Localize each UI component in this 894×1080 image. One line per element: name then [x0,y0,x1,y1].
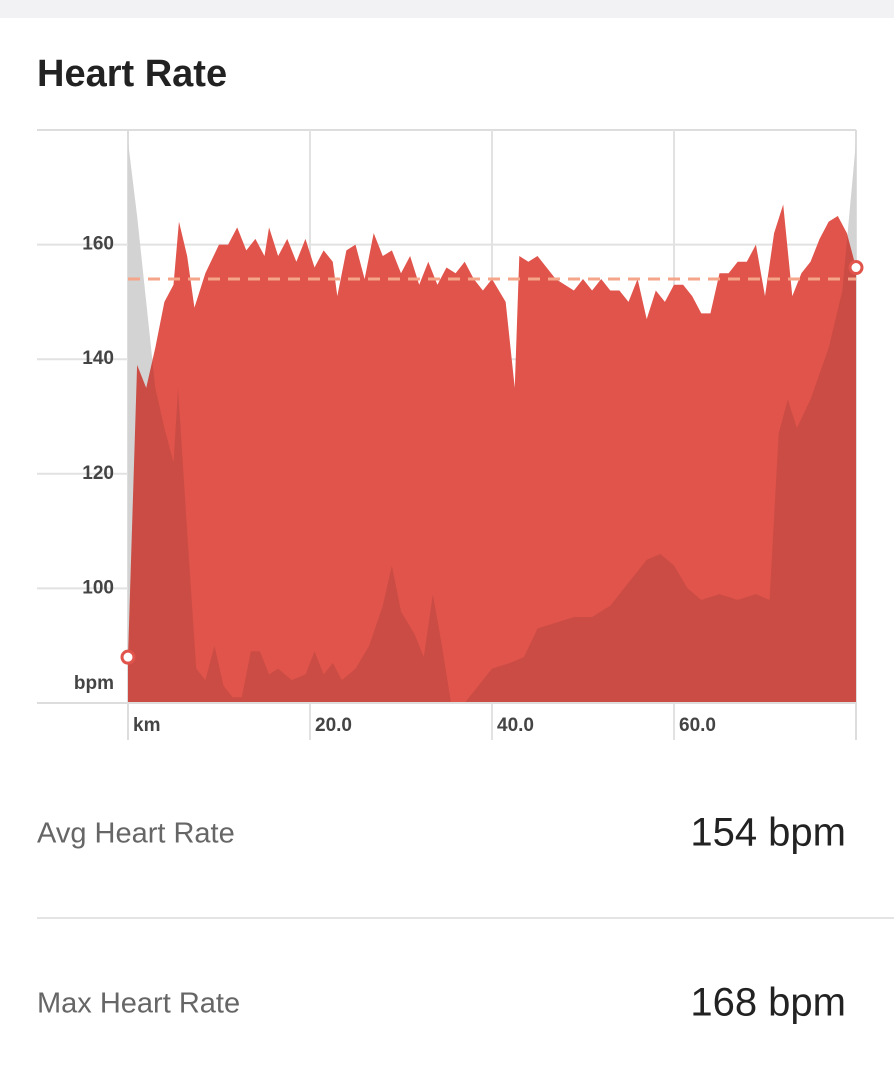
y-tick-label: 120 [82,463,114,484]
heart-rate-area [128,204,856,704]
endpoint-marker [848,260,864,276]
x-tick-label: 20.0 [315,715,352,736]
x-tick-label: 40.0 [497,715,534,736]
stat-value: 154 bpm [690,811,846,855]
y-axis-label: bpm [74,673,114,694]
x-tick-label: 60.0 [679,715,716,736]
stat-label: Max Heart Rate [37,988,240,1020]
title: Heart Rate [37,53,227,95]
y-tick-label: 160 [82,234,114,255]
stat-label: Avg Heart Rate [37,818,235,850]
x-axis-label: km [133,715,160,736]
y-tick-label: 140 [82,348,114,369]
stat-value: 168 bpm [690,981,846,1025]
y-tick-label: 100 [82,577,114,598]
elevation-overlay [128,141,856,703]
stats: Avg Heart Rate 154 bpm Max Heart Rate 168 b… [37,811,894,1025]
top-bar [0,0,894,18]
endpoint-marker [120,649,136,665]
